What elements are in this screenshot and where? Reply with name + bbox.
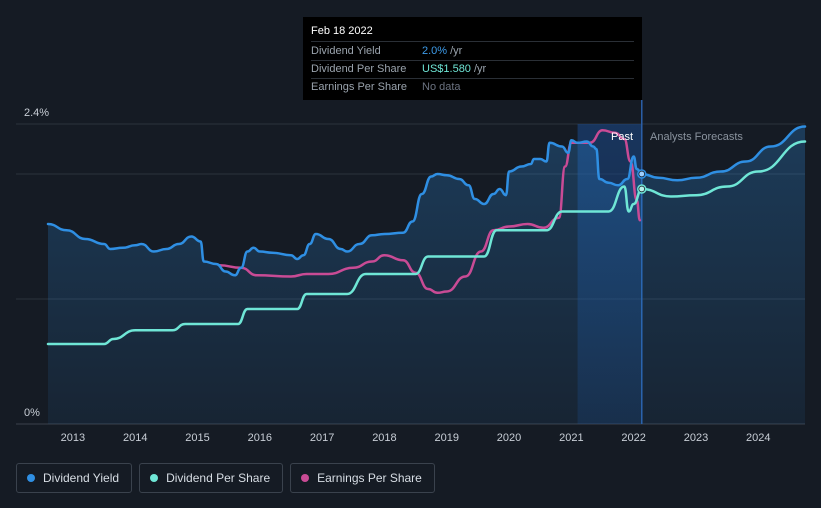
x-tick-label: 2023 [684, 432, 708, 444]
x-tick-label: 2022 [621, 432, 645, 444]
legend-dot-icon [27, 474, 35, 482]
forecast-label: Analysts Forecasts [650, 131, 743, 143]
legend-label: Dividend Per Share [166, 471, 271, 485]
legend-dot-icon [150, 474, 159, 482]
marker-core [639, 171, 645, 177]
dividend-per-share-forecast-line [640, 140, 807, 198]
tooltip-label: Earnings Per Share [311, 81, 407, 93]
y-axis-bottom-label: 0% [24, 407, 40, 419]
past-label: Past [611, 131, 633, 143]
x-axis: 2013 2014 2015 2016 2017 2018 2019 2020 2021 2022… [61, 432, 771, 444]
legend: Dividend Yield Dividend Per Share Earnin… [16, 463, 435, 493]
tooltip-unit: /yr [450, 45, 463, 57]
x-tick-label: 2014 [123, 432, 147, 444]
legend-label: Dividend Yield [43, 471, 120, 485]
y-axis-top-label: 2.4% [24, 107, 49, 119]
legend-item-dividend-yield[interactable]: Dividend Yield [16, 463, 133, 493]
x-tick-label: 2019 [435, 432, 459, 444]
legend-label: Earnings Per Share [317, 471, 422, 485]
tooltip-unit: /yr [473, 63, 487, 75]
legend-item-earnings-per-share[interactable]: Earnings Per Share [290, 463, 435, 493]
dividend-yield-area-fill [48, 126, 805, 424]
tooltip-label: Dividend Per Share [311, 63, 407, 75]
tooltip-date: Feb 18 2022 [311, 23, 634, 42]
x-tick-label: 2018 [372, 432, 396, 444]
series-lines [46, 125, 807, 346]
tooltip-value: US$1.580 [422, 63, 471, 75]
tooltip-value: No data [422, 81, 461, 93]
x-tick-label: 2020 [497, 432, 521, 444]
earnings-per-share-line [218, 129, 642, 295]
dividend-yield-line [46, 139, 644, 277]
tooltip-row-earnings-per-share: Earnings Per Share No data [311, 79, 634, 96]
dividend-yield-forecast-line [640, 125, 807, 182]
tooltip-value: 2.0% [422, 45, 448, 57]
legend-item-dividend-per-share[interactable]: Dividend Per Share [139, 463, 284, 493]
tooltip-label: Dividend Yield [311, 45, 381, 57]
x-tick-label: 2013 [61, 432, 85, 444]
today-markers [637, 169, 647, 194]
dividend-yield-area [48, 126, 805, 424]
x-tick-label: 2015 [185, 432, 209, 444]
x-tick-label: 2021 [559, 432, 583, 444]
x-tick-label: 2017 [310, 432, 334, 444]
tooltip: Feb 18 2022 Dividend Yield 2.0% /yr Divi… [303, 17, 642, 100]
legend-dot-icon [301, 474, 310, 482]
tooltip-row-dividend-per-share: Dividend Per Share US$1.580 /yr [311, 61, 634, 79]
x-tick-label: 2016 [248, 432, 272, 444]
marker-core [639, 186, 645, 192]
dividend-per-share-line [46, 185, 644, 346]
tooltip-row-dividend-yield: Dividend Yield 2.0% /yr [311, 43, 634, 61]
x-tick-label: 2024 [746, 432, 770, 444]
